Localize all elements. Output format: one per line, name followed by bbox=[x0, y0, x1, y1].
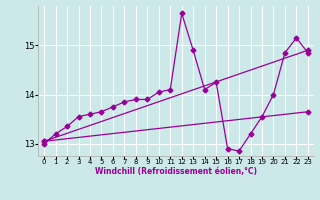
X-axis label: Windchill (Refroidissement éolien,°C): Windchill (Refroidissement éolien,°C) bbox=[95, 167, 257, 176]
